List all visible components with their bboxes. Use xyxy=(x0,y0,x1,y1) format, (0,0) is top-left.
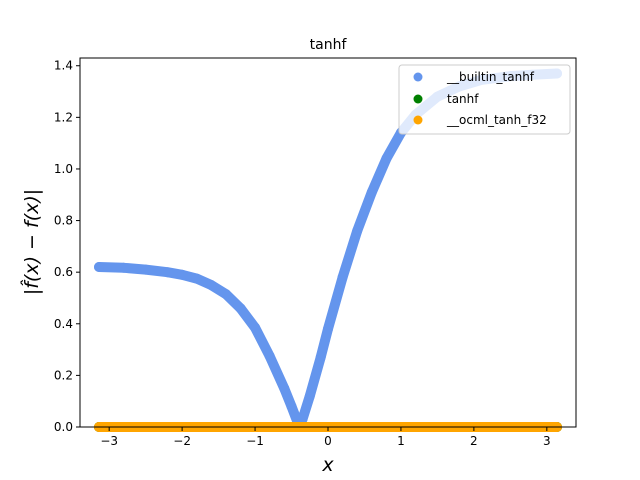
x-axis-label: x xyxy=(321,454,334,476)
point-builtin-tanhf-2 xyxy=(140,264,151,275)
y-tick-label: 0.8 xyxy=(54,214,73,228)
point-builtin-tanhf-20 xyxy=(366,187,377,198)
y-axis: 0.0 0.2 0.4 0.6 0.8 1.0 1.2 1.4 xyxy=(54,59,80,434)
y-tick-label: 0.6 xyxy=(54,265,73,279)
y-tick-label: 0.0 xyxy=(54,420,73,434)
point-builtin-tanhf-17 xyxy=(323,323,333,334)
x-tick-label: −2 xyxy=(173,434,191,448)
point-builtin-tanhf-14 xyxy=(297,414,308,425)
point-builtin-tanhf-9 xyxy=(250,322,261,333)
point-builtin-tanhf-10 xyxy=(264,351,275,361)
x-tick-label: 1 xyxy=(397,434,405,448)
legend-label-ocml-tanh-f32: __ocml_tanh_f32 xyxy=(446,113,547,127)
x-tick-label: −1 xyxy=(246,434,264,448)
y-tick-label: 0.2 xyxy=(54,368,73,382)
x-tick-label: −3 xyxy=(100,434,118,448)
legend-marker-ocml-tanh-f32 xyxy=(413,115,423,125)
x-tick-label: 3 xyxy=(543,434,551,448)
legend-marker-builtin-tanhf xyxy=(413,72,423,82)
y-tick-label: 1.2 xyxy=(54,110,73,124)
y-axis-label: |f̂(x) − f(x)| xyxy=(21,189,43,295)
point-builtin-tanhf-7 xyxy=(220,289,231,300)
point-builtin-tanhf-21 xyxy=(381,153,392,164)
y-tick-label: 1.0 xyxy=(54,162,73,176)
point-builtin-tanhf-12 xyxy=(286,401,297,412)
point-builtin-tanhf-19 xyxy=(352,225,363,236)
point-builtin-tanhf-4 xyxy=(177,269,188,280)
x-axis: −3 −2 −1 0 1 2 3 xyxy=(100,427,551,448)
point-builtin-tanhf-15 xyxy=(304,391,315,401)
point-builtin-tanhf-11 xyxy=(279,383,290,394)
point-builtin-tanhf-6 xyxy=(206,280,217,291)
legend: __builtin_tanhf tanhf __ocml_tanh_f32 xyxy=(398,64,571,135)
point-builtin-tanhf-8 xyxy=(235,303,246,314)
legend-label-builtin-tanhf: __builtin_tanhf xyxy=(446,70,535,84)
chart-title: tanhf xyxy=(310,37,348,53)
legend-label-tanhf: tanhf xyxy=(447,92,479,106)
x-tick-label: 0 xyxy=(324,434,332,448)
legend-marker-tanhf xyxy=(413,94,423,104)
point-builtin-tanhf-3 xyxy=(162,267,173,278)
point-builtin-tanhf-0 xyxy=(94,262,104,272)
x-tick-label: 2 xyxy=(470,434,478,448)
legend-box xyxy=(398,64,571,135)
y-tick-label: 0.4 xyxy=(54,317,73,331)
y-tick-label: 1.4 xyxy=(54,59,73,73)
point-builtin-tanhf-18 xyxy=(337,272,348,283)
point-builtin-tanhf-5 xyxy=(191,273,202,284)
point-builtin-tanhf-1 xyxy=(118,262,129,273)
point-builtin-tanhf-16 xyxy=(315,352,326,363)
